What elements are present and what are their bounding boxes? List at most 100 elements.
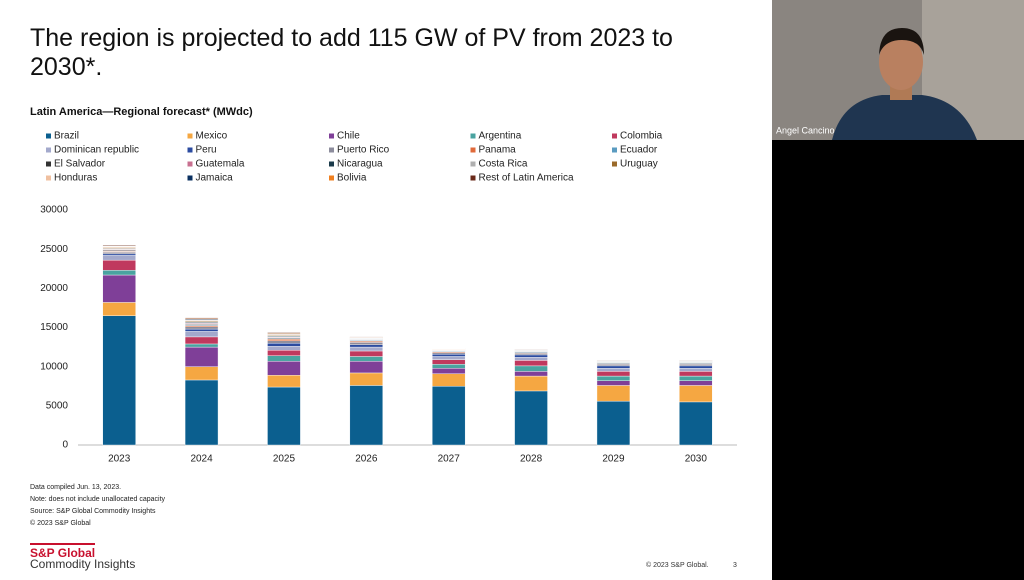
- bar-segment: [514, 353, 548, 356]
- bar-segment: [267, 331, 301, 334]
- bar-segment: [349, 342, 383, 345]
- legend-label: Ecuador: [620, 145, 658, 156]
- x-tick-label: 2024: [190, 454, 213, 465]
- bar-segment: [349, 360, 383, 374]
- bar-segment: [679, 371, 713, 377]
- bar-segment: [267, 342, 301, 347]
- legend-label: Honduras: [54, 173, 97, 184]
- legend-swatch: [470, 147, 476, 153]
- legend-swatch: [329, 147, 334, 153]
- bar-segment: [596, 375, 631, 381]
- bar-segment: [267, 346, 301, 351]
- bar-segment: [596, 368, 631, 372]
- bar-segment: [102, 259, 136, 271]
- bar-segment: [679, 375, 713, 381]
- bar-segment: [514, 357, 548, 361]
- bar-segment: [514, 375, 548, 392]
- y-tick-label: 25000: [40, 244, 68, 255]
- bar-segment: [184, 328, 219, 332]
- legend-swatch: [46, 161, 51, 167]
- note: © 2023 S&P Global: [30, 520, 91, 527]
- bar-segment: [184, 379, 219, 446]
- legend-label: Peru: [196, 145, 217, 156]
- logo-brand: S&P Global: [30, 543, 96, 560]
- shirt: [832, 95, 977, 140]
- bar-segment: [102, 270, 136, 276]
- bar-segment: [679, 368, 713, 372]
- note: Note: does not include unallocated capac…: [30, 496, 166, 503]
- bar-segment: [102, 245, 136, 247]
- bar-segment: [267, 360, 301, 376]
- participant-name: Angel Cancino: [776, 125, 835, 135]
- logo-division: Commodity Insights: [30, 557, 136, 571]
- legend-label: Puerto Rico: [337, 145, 390, 156]
- legend-label: Costa Rica: [479, 159, 528, 170]
- bar-segment: [679, 385, 713, 403]
- bar-segment: [679, 401, 713, 446]
- legend-label: Mexico: [196, 131, 228, 142]
- chart: Latin America—Regional forecast* (MWdc) …: [30, 106, 737, 465]
- y-tick-label: 20000: [40, 283, 68, 294]
- bar-segment: [596, 371, 631, 377]
- y-tick-label: 10000: [40, 361, 68, 372]
- bar-segment: [432, 368, 466, 374]
- note: Source: S&P Global Commodity Insights: [30, 508, 156, 515]
- bar-segment: [349, 385, 383, 446]
- y-tick-label: 5000: [46, 400, 69, 411]
- x-tick-label: 2027: [438, 454, 461, 465]
- legend-swatch: [187, 133, 193, 139]
- x-tick-label: 2023: [108, 454, 131, 465]
- bar-segment: [432, 353, 466, 357]
- bar-segment: [596, 385, 631, 402]
- bar-segment: [102, 315, 136, 446]
- bar-segment: [432, 356, 466, 360]
- y-tick-label: 15000: [40, 322, 68, 333]
- bar-segment: [349, 372, 383, 386]
- legend-swatch: [46, 147, 51, 153]
- legend-label: Dominican republic: [54, 145, 139, 156]
- bar-segment: [596, 365, 631, 369]
- legend-label: Rest of Latin America: [479, 173, 574, 184]
- bar-segment: [267, 350, 301, 356]
- legend-swatch: [46, 175, 51, 181]
- bar-segment: [184, 343, 219, 348]
- bar-segment: [102, 253, 136, 256]
- y-tick-label: 0: [62, 440, 68, 451]
- legend-swatch: [329, 161, 334, 167]
- legend-swatch: [46, 133, 51, 139]
- bar-segment: [596, 364, 631, 367]
- legend-swatch: [187, 147, 193, 153]
- slide-title: The region is projected to add 115 GW of…: [30, 24, 673, 81]
- legend-label: Panama: [479, 145, 517, 156]
- bar-segment: [267, 340, 301, 344]
- bar-segment: [349, 344, 383, 348]
- bar-segment: [432, 359, 466, 365]
- legend-label: Guatemala: [196, 159, 245, 170]
- bar-segment: [432, 352, 466, 355]
- page-number: 3: [733, 562, 737, 569]
- legend-label: Uruguay: [620, 159, 658, 170]
- x-tick-label: 2030: [685, 454, 708, 465]
- x-tick-label: 2026: [355, 454, 378, 465]
- bar-segment: [679, 364, 713, 367]
- bar-segment: [184, 326, 219, 330]
- hair: [879, 28, 924, 55]
- bar-segment: [184, 366, 219, 381]
- bar-segment: [349, 356, 383, 362]
- footer: © 2023 S&P Global.: [646, 562, 709, 569]
- legend-label: Chile: [337, 131, 360, 142]
- bar-segment: [514, 371, 548, 377]
- legend-swatch: [470, 133, 476, 139]
- bar-segment: [184, 336, 219, 345]
- legend-label: Nicaragua: [337, 159, 383, 170]
- bar-segment: [184, 317, 219, 319]
- bar-segment: [432, 386, 466, 446]
- legend-swatch: [612, 147, 617, 153]
- legend-swatch: [329, 133, 334, 139]
- notes: Data compiled Jun. 13, 2023. Note: does …: [30, 482, 165, 530]
- bar-segment: [679, 380, 713, 386]
- legend-swatch: [612, 161, 617, 167]
- bar-segment: [184, 331, 219, 338]
- legend-label: Argentina: [479, 131, 522, 142]
